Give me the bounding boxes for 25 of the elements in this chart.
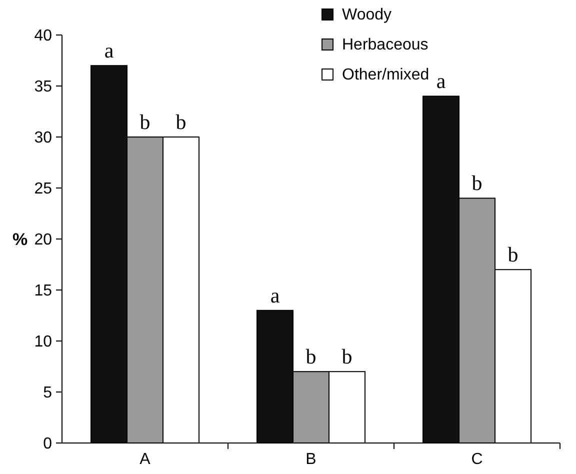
y-tick-label: 0 xyxy=(43,436,52,453)
legend-label: Other/mixed xyxy=(342,66,430,84)
data-label: a xyxy=(270,283,280,308)
data-label: b xyxy=(342,344,352,369)
y-axis-title: % xyxy=(12,230,28,249)
x-tick-label: C xyxy=(471,451,483,468)
y-tick-label: 35 xyxy=(34,78,52,96)
data-label: b xyxy=(508,242,518,267)
x-tick-label: B xyxy=(306,451,316,468)
legend-label: Herbaceous xyxy=(342,36,428,54)
y-tick-label: 5 xyxy=(43,384,52,402)
legend-label: Woody xyxy=(342,6,392,24)
y-tick-label: 10 xyxy=(34,334,52,351)
data-label: a xyxy=(104,38,114,63)
y-tick-label: 40 xyxy=(34,28,52,45)
y-tick-label: 30 xyxy=(34,130,52,147)
data-label: b xyxy=(472,171,482,196)
x-tick-label: A xyxy=(140,451,151,468)
data-label: b xyxy=(306,344,316,369)
y-tick-label: 20 xyxy=(34,232,52,249)
data-label: a xyxy=(436,69,446,94)
data-label: b xyxy=(176,110,186,134)
data-label: b xyxy=(140,110,150,134)
y-tick-label: 15 xyxy=(34,282,52,300)
y-tick-label: 25 xyxy=(34,180,52,198)
